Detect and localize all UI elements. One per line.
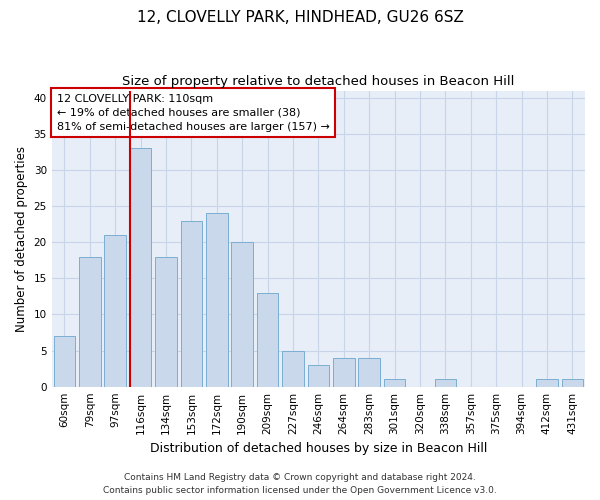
Bar xyxy=(384,380,406,386)
Bar xyxy=(333,358,355,386)
Bar xyxy=(181,220,202,386)
Bar xyxy=(232,242,253,386)
Bar xyxy=(434,380,456,386)
Title: Size of property relative to detached houses in Beacon Hill: Size of property relative to detached ho… xyxy=(122,75,515,88)
Text: Contains HM Land Registry data © Crown copyright and database right 2024.
Contai: Contains HM Land Registry data © Crown c… xyxy=(103,474,497,495)
Bar xyxy=(536,380,557,386)
Bar xyxy=(155,256,177,386)
Bar xyxy=(130,148,151,386)
Bar xyxy=(79,256,101,386)
Bar xyxy=(257,293,278,386)
Bar xyxy=(282,350,304,386)
X-axis label: Distribution of detached houses by size in Beacon Hill: Distribution of detached houses by size … xyxy=(149,442,487,455)
Text: 12 CLOVELLY PARK: 110sqm
← 19% of detached houses are smaller (38)
81% of semi-d: 12 CLOVELLY PARK: 110sqm ← 19% of detach… xyxy=(57,94,330,132)
Y-axis label: Number of detached properties: Number of detached properties xyxy=(15,146,28,332)
Bar xyxy=(53,336,75,386)
Text: 12, CLOVELLY PARK, HINDHEAD, GU26 6SZ: 12, CLOVELLY PARK, HINDHEAD, GU26 6SZ xyxy=(137,10,463,25)
Bar xyxy=(562,380,583,386)
Bar xyxy=(358,358,380,386)
Bar xyxy=(308,365,329,386)
Bar xyxy=(104,235,126,386)
Bar xyxy=(206,214,227,386)
